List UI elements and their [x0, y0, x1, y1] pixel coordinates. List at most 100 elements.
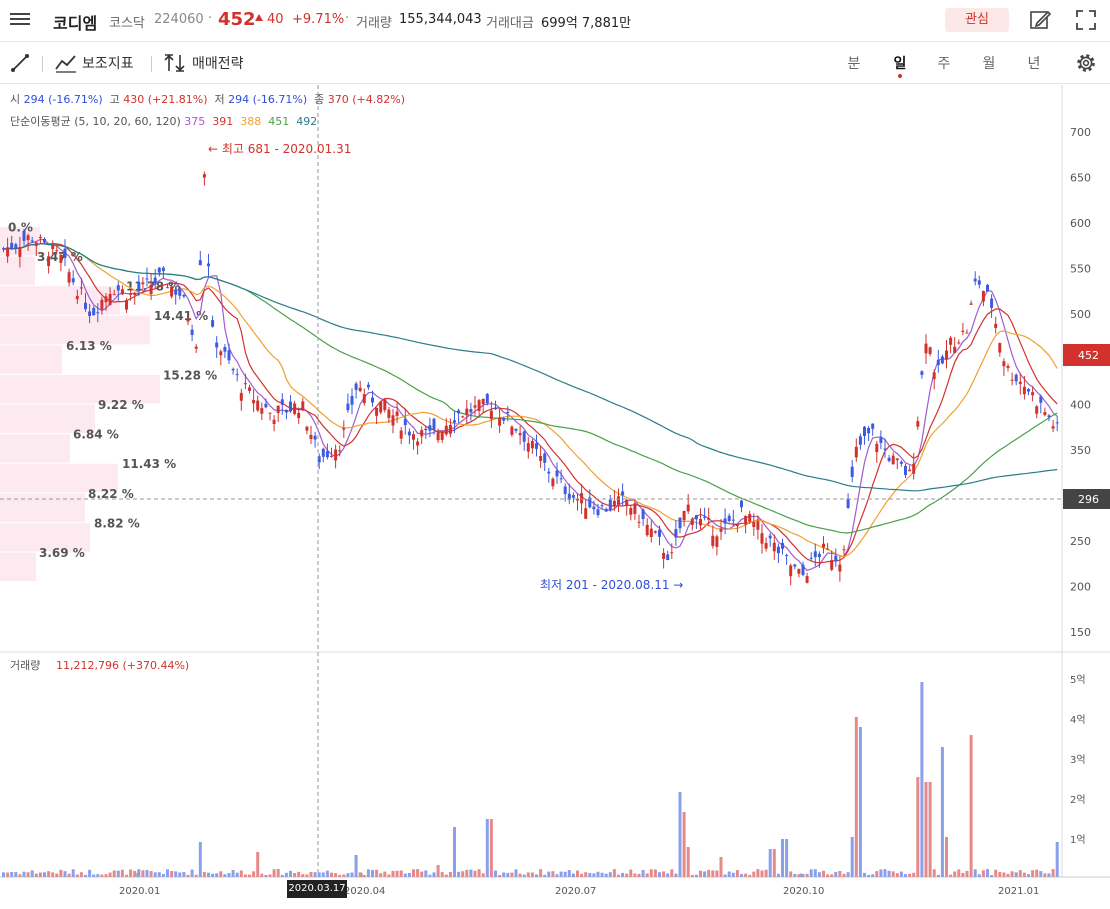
- volume-bar: [904, 874, 907, 877]
- candle-body: [440, 432, 444, 440]
- candle-body: [448, 424, 452, 434]
- volume-bar: [502, 872, 506, 877]
- period-month[interactable]: 월: [982, 56, 996, 72]
- candle-body: [789, 565, 793, 577]
- volume-bar: [752, 871, 756, 877]
- volume-bar: [330, 872, 333, 877]
- edit-icon[interactable]: [1029, 9, 1051, 31]
- volume-bar: [506, 872, 510, 877]
- candle-body: [325, 451, 329, 458]
- volume-bar: [215, 873, 219, 877]
- menu-icon[interactable]: [10, 10, 30, 30]
- volume-bar: [186, 874, 190, 877]
- gear-icon[interactable]: [1075, 52, 1097, 74]
- indicator-icon[interactable]: [55, 53, 77, 73]
- volume-bar: [674, 873, 678, 877]
- high-value: 430 (+21.81%): [123, 93, 208, 106]
- period-minute[interactable]: 분: [847, 56, 861, 72]
- volume-bar: [817, 872, 821, 877]
- volume-bar: [530, 872, 534, 877]
- candle-body: [625, 500, 629, 507]
- volume-bar: [945, 837, 948, 877]
- stock-chart[interactable]: 0.%3.47 %11.78 %14.41 %6.13 %15.28 %9.22…: [0, 85, 1110, 909]
- candle-body: [735, 524, 739, 527]
- candle-body: [813, 551, 817, 558]
- price-tick: 250: [1070, 535, 1091, 548]
- volume-bar: [477, 869, 481, 877]
- current-price: 452: [218, 9, 256, 30]
- volume-bar: [789, 871, 793, 877]
- period-day[interactable]: 일: [893, 56, 907, 72]
- volume-bar: [1051, 869, 1055, 877]
- volume-bar: [801, 874, 805, 877]
- candle-body: [740, 500, 743, 508]
- volume-bar: [1031, 870, 1035, 877]
- candle-body: [879, 437, 883, 443]
- volume-profile-label: 11.43 %: [122, 457, 176, 471]
- ma20-value: 388: [240, 115, 262, 128]
- volume-bar: [748, 874, 752, 877]
- candle-body: [899, 461, 903, 464]
- price-tick: 650: [1070, 171, 1091, 184]
- candle-body: [489, 410, 493, 420]
- volume-bar: [711, 870, 715, 877]
- volume-bar: [194, 874, 198, 877]
- volume-bar: [731, 872, 735, 877]
- candle-body: [535, 443, 538, 449]
- candle-body: [571, 495, 575, 498]
- candle-body: [846, 498, 850, 508]
- volume-bar: [604, 873, 608, 877]
- volume-bar: [178, 872, 182, 877]
- indicator-button[interactable]: 보조지표: [82, 56, 134, 72]
- volume-bar: [375, 869, 379, 877]
- volume-bar: [584, 872, 588, 877]
- candle-body: [707, 518, 711, 520]
- candle-body: [998, 343, 1002, 353]
- candle-body: [317, 456, 321, 463]
- candle-body: [182, 294, 186, 297]
- candle-body: [477, 400, 481, 411]
- candle-body: [84, 302, 87, 310]
- period-year[interactable]: 년: [1027, 56, 1041, 72]
- candle-body: [576, 498, 579, 501]
- volume-bar: [47, 871, 51, 877]
- candle-body: [588, 497, 592, 508]
- volume-profile-label: 6.84 %: [73, 428, 119, 442]
- draw-line-icon[interactable]: [10, 53, 30, 73]
- volume-bar: [440, 872, 444, 877]
- volume-bar: [535, 874, 538, 877]
- amount-value: 699억 7,881만: [541, 16, 632, 31]
- candle-body: [178, 288, 182, 296]
- volume-bar: [342, 874, 346, 877]
- strategy-icon[interactable]: [164, 53, 186, 73]
- volume-bar: [879, 869, 883, 877]
- candle-body: [104, 296, 108, 303]
- current-price-tag: [1063, 344, 1110, 366]
- volume-bar: [366, 869, 370, 877]
- candle-body: [371, 397, 374, 403]
- volume-bar: [387, 874, 391, 877]
- candle-body: [666, 554, 670, 560]
- volume-bar: [764, 869, 768, 877]
- candle-body: [645, 524, 649, 536]
- volume-bar: [953, 871, 957, 877]
- volume-bar: [321, 872, 325, 877]
- volume-bar: [629, 869, 633, 877]
- candle-body: [817, 553, 821, 558]
- candle-body: [744, 515, 748, 525]
- volume-bar: [1027, 874, 1030, 877]
- candle-body: [850, 466, 854, 477]
- volume-bar: [588, 873, 592, 877]
- strategy-button[interactable]: 매매전략: [192, 56, 244, 72]
- candle-body: [100, 299, 104, 310]
- favorite-button[interactable]: 관심: [945, 8, 1009, 32]
- volume-tick: 5억: [1070, 674, 1086, 686]
- fullscreen-icon[interactable]: [1075, 9, 1097, 31]
- volume-bar: [891, 871, 895, 877]
- volume-profile-bar: [0, 404, 95, 434]
- period-week[interactable]: 주: [937, 56, 951, 72]
- candle-body: [284, 409, 288, 413]
- candle-body: [834, 555, 838, 562]
- volume-bar: [141, 870, 145, 877]
- candle-body: [231, 368, 235, 371]
